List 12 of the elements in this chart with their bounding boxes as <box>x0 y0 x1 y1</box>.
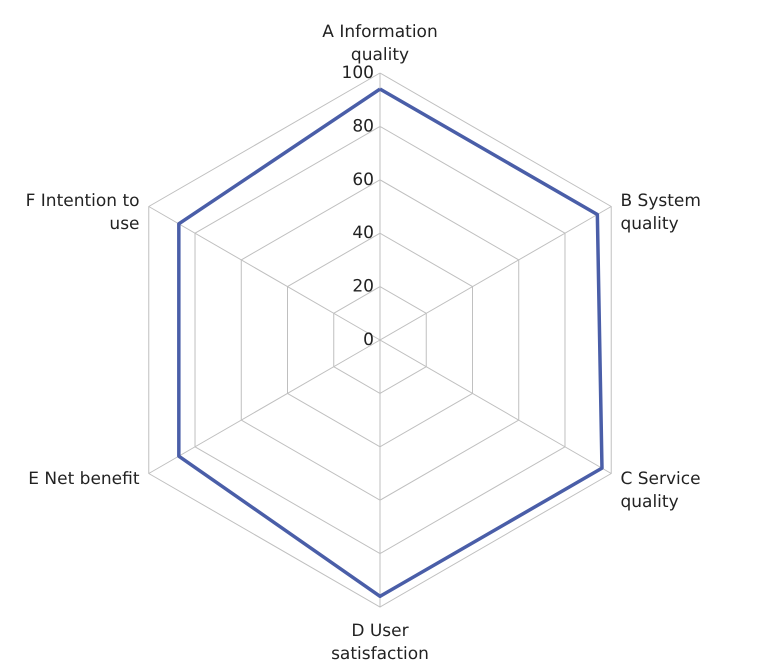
y-tick-label: 60 <box>352 170 374 190</box>
spoke-label: A Information quality <box>322 22 438 65</box>
spoke-label: D User satisfaction <box>331 621 429 662</box>
y-tick-label: 80 <box>352 116 374 136</box>
y-tick-label: 40 <box>352 223 374 244</box>
y-tick-label: 20 <box>352 276 374 297</box>
spoke-label: E Net benefit <box>28 468 140 489</box>
spoke-label: C Service quality <box>620 468 701 512</box>
y-tick-label: 0 <box>363 330 374 350</box>
y-tick-label: 100 <box>342 63 374 83</box>
spoke-label: B System quality <box>620 191 701 234</box>
spoke-label: F Intention to use <box>26 191 140 234</box>
